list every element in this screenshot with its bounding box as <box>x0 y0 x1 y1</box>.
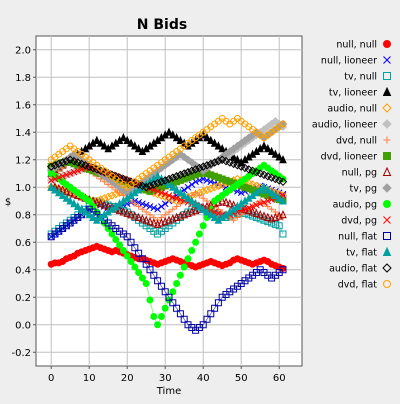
y-tick-label: -0.2 <box>11 348 31 359</box>
data-point <box>147 297 153 303</box>
legend-label: null, pg <box>342 168 377 179</box>
legend-marker <box>384 41 391 48</box>
legend-label: tv, flat <box>346 248 377 259</box>
y-tick-label: 1.0 <box>15 183 31 194</box>
data-point <box>158 314 164 320</box>
x-tick-label: 40 <box>197 373 210 384</box>
y-tick-label: 1.8 <box>15 73 31 84</box>
y-tick-label: 1.6 <box>15 100 31 111</box>
data-point <box>193 239 199 245</box>
x-tick-label: 60 <box>273 373 286 384</box>
data-point <box>117 242 123 248</box>
legend-label: tv, pg <box>350 184 377 195</box>
data-point <box>136 270 142 276</box>
data-point <box>189 248 195 254</box>
legend-label: tv, null <box>344 72 377 83</box>
data-point <box>200 223 206 229</box>
x-tick-label: 20 <box>121 373 134 384</box>
legend-label: null, lioneer <box>321 56 377 67</box>
data-point <box>120 248 126 254</box>
x-tick-label: 50 <box>235 373 248 384</box>
y-tick-label: 1.2 <box>15 155 31 166</box>
y-tick-label: 0.4 <box>15 265 31 276</box>
legend-label: audio, lioneer <box>312 120 377 131</box>
legend-marker <box>384 201 391 208</box>
data-point <box>174 281 180 287</box>
x-axis-label: Time <box>156 386 181 397</box>
legend-label: audio, flat <box>329 264 377 275</box>
legend-label: dvd, pg <box>341 216 377 227</box>
data-point <box>113 237 119 243</box>
data-point <box>185 256 191 262</box>
data-point <box>177 272 183 278</box>
legend-label: dvd, null <box>336 136 377 147</box>
legend-label: null, null <box>336 40 377 51</box>
y-axis-label: $ <box>5 197 11 208</box>
y-tick-label: 0.6 <box>15 238 31 249</box>
y-tick-label: 1.4 <box>15 128 31 139</box>
data-point <box>155 322 161 328</box>
y-tick-label: 2.0 <box>15 45 31 56</box>
legend-label: dvd, lioneer <box>321 152 378 163</box>
data-point <box>139 275 145 281</box>
x-tick-label: 0 <box>48 373 54 384</box>
y-tick-label: 0.0 <box>15 320 31 331</box>
data-point <box>181 264 187 270</box>
chart-title: N Bids <box>137 17 187 33</box>
legend-label: audio, pg <box>333 200 377 211</box>
legend-label: null, flat <box>338 232 377 243</box>
x-tick-label: 30 <box>159 373 172 384</box>
data-point <box>162 305 168 311</box>
data-point <box>151 314 157 320</box>
data-point <box>128 259 134 265</box>
legend-label: audio, null <box>327 104 377 115</box>
data-point <box>196 231 202 237</box>
y-tick-label: 0.2 <box>15 293 31 304</box>
data-point <box>132 264 138 270</box>
data-point <box>124 253 130 259</box>
x-tick-label: 10 <box>83 373 96 384</box>
legend-marker <box>384 153 391 160</box>
data-point <box>143 281 149 287</box>
y-tick-label: 0.8 <box>15 210 31 221</box>
data-point <box>86 198 92 204</box>
legend-label: dvd, flat <box>338 280 378 291</box>
legend-label: tv, lioneer <box>329 88 377 99</box>
